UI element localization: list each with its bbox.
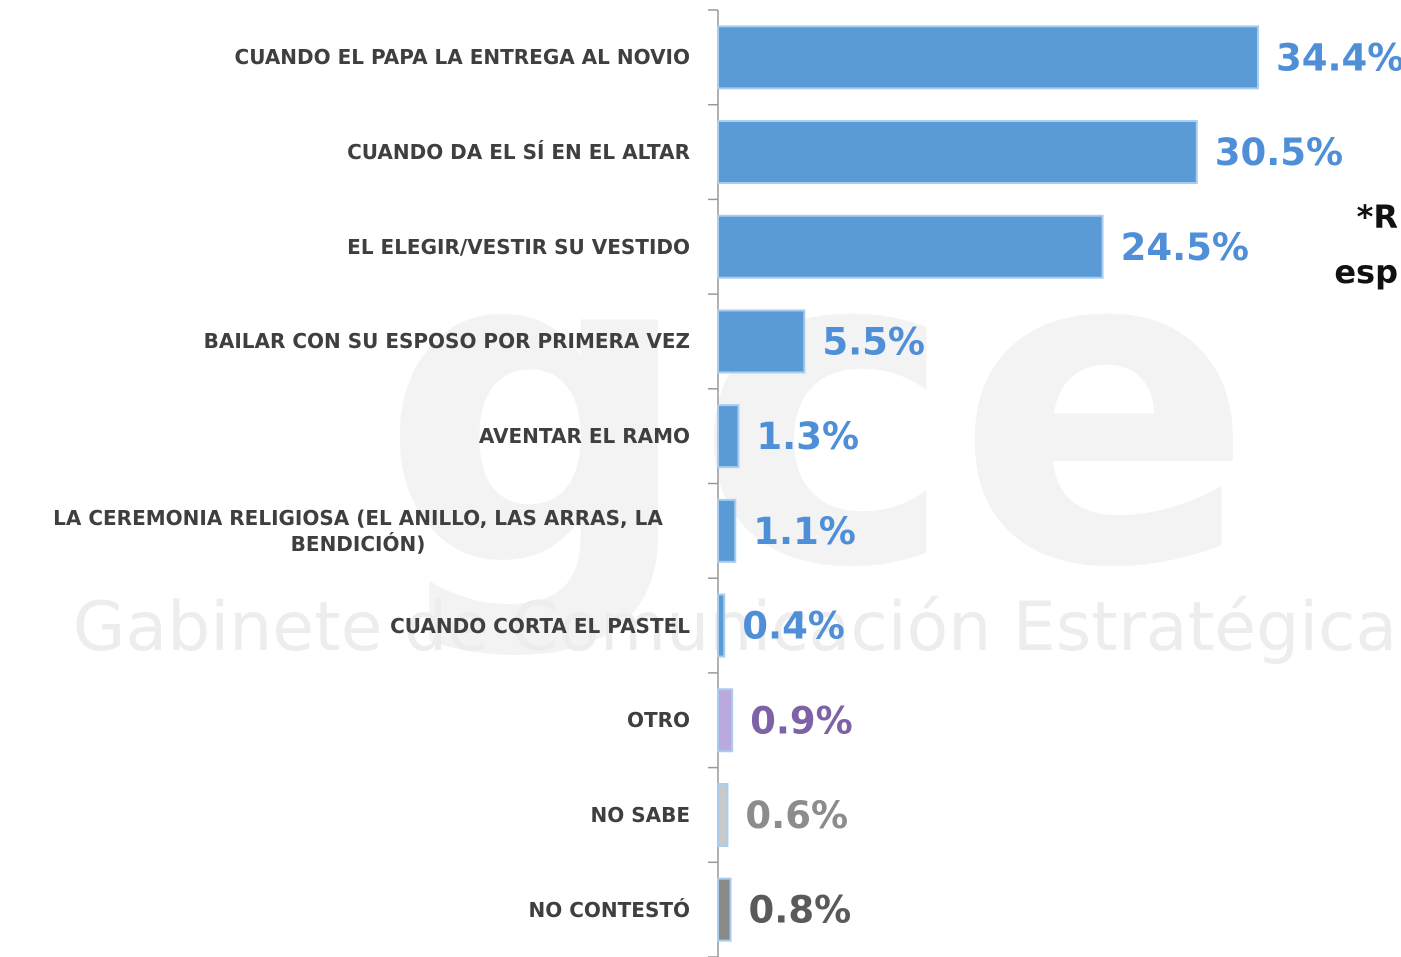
bar	[717, 498, 737, 563]
value-label: 5.5%	[822, 320, 925, 363]
value-label: 1.3%	[756, 415, 859, 458]
category-label: LA CEREMONIA RELIGIOSA (EL ANILLO, LAS A…	[53, 505, 663, 556]
bar	[717, 309, 806, 374]
value-label: 0.6%	[745, 794, 848, 837]
watermark: Gabinete de Comunicación Estratégica	[73, 588, 1397, 667]
category-label: CUANDO DA EL SÍ EN EL ALTAR	[347, 140, 690, 165]
value-label: 1.1%	[753, 510, 856, 553]
value-label: 0.4%	[742, 605, 845, 648]
bar	[717, 214, 1104, 279]
bar	[717, 877, 732, 942]
bar	[717, 782, 729, 847]
category-label: NO SABE	[590, 802, 691, 827]
category-label: CUANDO EL PAPA LA ENTREGA AL NOVIO	[234, 45, 690, 70]
category-label: CUANDO CORTA EL PASTEL	[390, 613, 690, 638]
value-label: 0.9%	[750, 699, 853, 742]
bar	[717, 25, 1259, 90]
value-label: 34.4%	[1276, 36, 1401, 79]
annotation: *R	[1357, 198, 1398, 236]
bar	[717, 593, 726, 658]
annotation: esp	[1334, 253, 1398, 291]
bar	[717, 404, 740, 469]
category-label: NO CONTESTÓ	[528, 897, 690, 922]
category-label: BAILAR CON SU ESPOSO POR PRIMERA VEZ	[203, 329, 690, 354]
value-label: 24.5%	[1121, 226, 1249, 269]
category-label: EL ELEGIR/VESTIR SU VESTIDO	[347, 234, 690, 259]
value-label: 30.5%	[1215, 131, 1343, 174]
category-label: OTRO	[626, 708, 690, 733]
category-label: AVENTAR EL RAMO	[478, 424, 690, 449]
bar	[717, 120, 1198, 185]
bar	[717, 688, 734, 753]
value-label: 0.8%	[749, 889, 852, 932]
